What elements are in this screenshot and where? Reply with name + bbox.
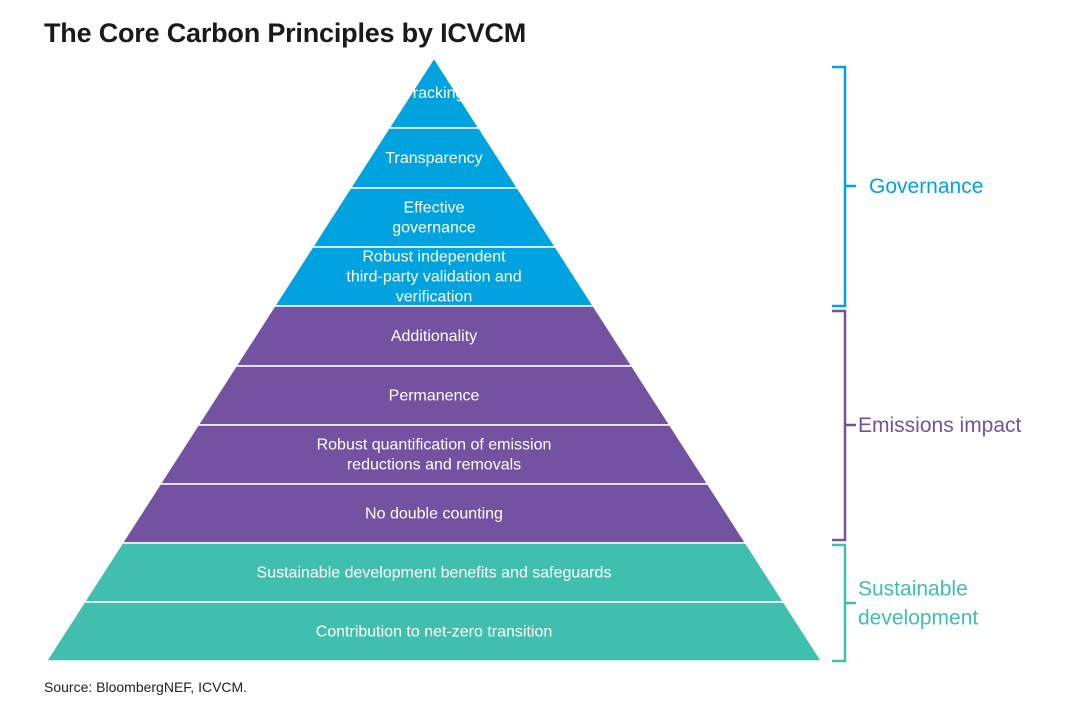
pyramid-level-label: Robust independent <box>362 249 506 266</box>
pyramid-level-7 <box>158 424 710 485</box>
pyramid-level-label: No double counting <box>365 506 503 523</box>
pyramid-level-label: Robust quantification of emission <box>317 437 552 454</box>
bracket-emissions <box>832 309 856 542</box>
pyramid-level-label: verification <box>396 289 472 306</box>
pyramid-level-10 <box>45 601 823 662</box>
group-label-sustainable: Sustainable <box>858 578 968 601</box>
group-brackets: Governance Emissions impact Sustainable dev… <box>832 65 1022 663</box>
pyramid-level-label: third-party validation and <box>346 269 521 286</box>
pyramid-level-3 <box>311 187 557 248</box>
pyramid-level-label: reductions and removals <box>347 457 521 474</box>
pyramid-level-label: Additionality <box>391 328 477 345</box>
group-label-governance: Governance <box>869 175 983 198</box>
source-note: Source: BloombergNEF, ICVCM. <box>44 679 248 695</box>
pyramid-level-label: Permanence <box>389 388 480 405</box>
pyramid-level-label: governance <box>392 220 476 237</box>
page-title: The Core Carbon Principles by ICVCM <box>44 18 527 48</box>
group-label-emissions: Emissions impact <box>858 414 1022 437</box>
group-label-sustainable: development <box>858 607 978 630</box>
pyramid-level-label: Effective <box>403 200 464 217</box>
bracket-sustainable <box>832 543 856 663</box>
bracket-governance <box>832 65 856 308</box>
pyramid-level-label: Transparency <box>385 150 482 167</box>
pyramid-level-label: Tracking <box>404 85 465 102</box>
pyramid: Tracking Transparency Effective governance R… <box>45 56 823 662</box>
pyramid-level-label: Sustainable development benefits and saf… <box>257 565 612 582</box>
pyramid-level-label: Contribution to net-zero transition <box>316 624 553 641</box>
